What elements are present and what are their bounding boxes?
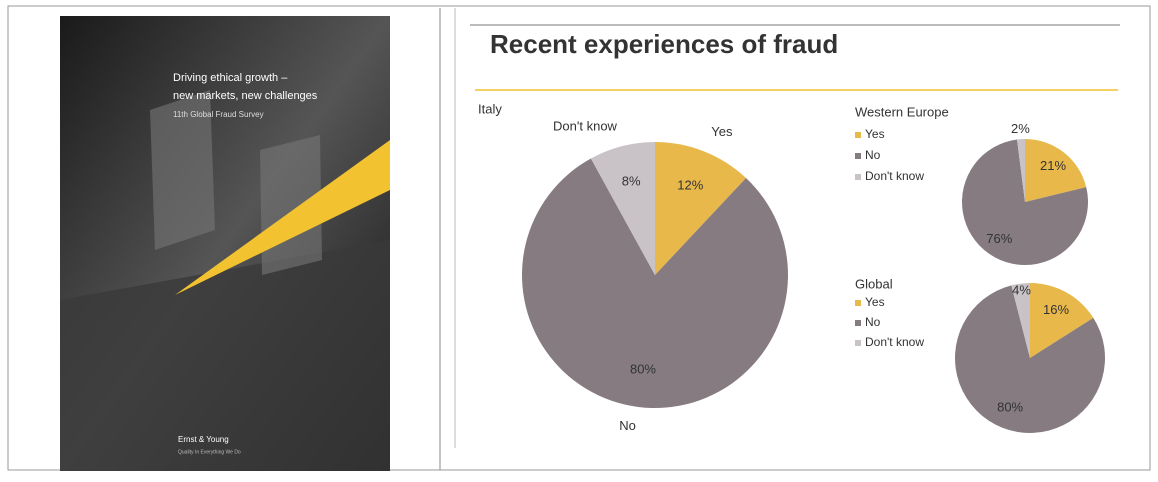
- pie-slice: [1017, 139, 1025, 202]
- value-label: 76%: [986, 231, 1012, 246]
- pie-slice: [1030, 283, 1094, 358]
- value-label: 16%: [1043, 302, 1069, 317]
- chart-title: Italy: [478, 101, 502, 116]
- pie-slice: [1025, 139, 1087, 202]
- legend-swatch: [855, 300, 861, 306]
- pie-slice: [522, 158, 788, 409]
- value-label: 80%: [630, 361, 656, 376]
- legend-swatch: [855, 153, 861, 159]
- chart-title: Western Europe: [855, 104, 949, 119]
- legend-swatch: [855, 132, 861, 138]
- category-label: No: [619, 418, 636, 433]
- pie-slice: [1011, 283, 1030, 358]
- slide-title: Recent experiences of fraud: [490, 29, 838, 59]
- cover-brand: Ernst & Young: [178, 435, 229, 444]
- legend-swatch: [855, 340, 861, 346]
- cover-line: Driving ethical growth –: [173, 72, 288, 84]
- legend-label: Don't know: [865, 335, 924, 349]
- cover-line: 11th Global Fraud Survey: [173, 110, 264, 119]
- legend-label: No: [865, 315, 881, 329]
- legend-label: No: [865, 148, 881, 162]
- category-label: Yes: [711, 124, 733, 139]
- legend-swatch: [855, 174, 861, 180]
- value-label: 4%: [1012, 282, 1031, 297]
- pie-slice: [655, 142, 747, 275]
- value-label: 12%: [677, 177, 703, 192]
- pie-slice: [955, 285, 1105, 434]
- value-label: 8%: [622, 174, 641, 189]
- stairs: [60, 240, 390, 471]
- pie-slice: [590, 142, 655, 275]
- value-label: 80%: [997, 400, 1023, 415]
- pie-slice: [962, 139, 1088, 265]
- value-label: 2%: [1011, 121, 1030, 136]
- cover-line: new markets, new challenges: [173, 90, 318, 102]
- value-label: 21%: [1040, 158, 1066, 173]
- legend-label: Don't know: [865, 169, 924, 183]
- chart-title: Global: [855, 276, 893, 291]
- legend-label: Yes: [865, 295, 885, 309]
- category-label: Don't know: [553, 118, 618, 133]
- frame: [7, 5, 1151, 471]
- cover-tagline: Quality In Everything We Do: [178, 449, 241, 455]
- legend-label: Yes: [865, 127, 885, 141]
- yellow-beam: [175, 140, 390, 295]
- legend-swatch: [855, 320, 861, 326]
